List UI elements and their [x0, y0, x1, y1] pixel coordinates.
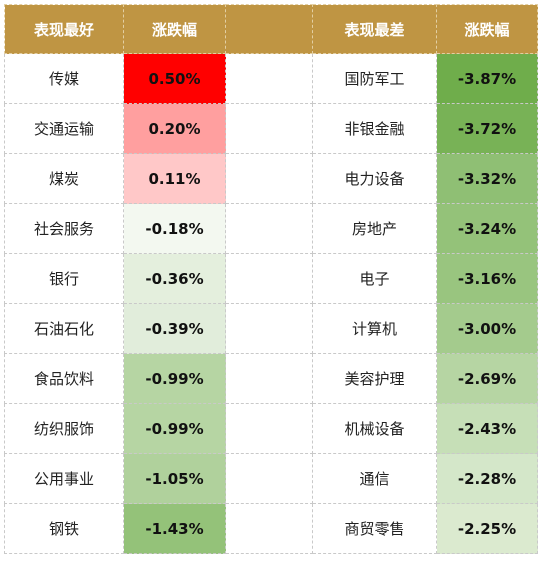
best-sector-name: 公用事业: [4, 453, 124, 504]
header-worst-name: 表现最差: [312, 4, 437, 54]
worst-sector-change: -2.69%: [436, 353, 538, 404]
best-sector-change: -0.18%: [123, 203, 226, 254]
spacer-cell: [225, 303, 313, 354]
best-sector-name: 银行: [4, 253, 124, 304]
table-row: 钢铁 -1.43% 商贸零售 -2.25%: [4, 503, 538, 554]
spacer-cell: [225, 53, 313, 104]
best-sector-name: 社会服务: [4, 203, 124, 254]
table-body: 传媒 0.50% 国防军工 -3.87% 交通运输 0.20% 非银金融 -3.72% 煤炭 0.…: [4, 53, 538, 554]
best-sector-name: 食品饮料: [4, 353, 124, 404]
header-worst-change: 涨跌幅: [436, 4, 538, 54]
worst-sector-name: 商贸零售: [312, 503, 437, 554]
table-row: 石油石化 -0.39% 计算机 -3.00%: [4, 303, 538, 354]
best-sector-name: 传媒: [4, 53, 124, 104]
best-sector-name: 钢铁: [4, 503, 124, 554]
best-sector-change: -0.39%: [123, 303, 226, 354]
worst-sector-name: 计算机: [312, 303, 437, 354]
spacer-cell: [225, 253, 313, 304]
worst-sector-name: 美容护理: [312, 353, 437, 404]
best-sector-change: -0.99%: [123, 353, 226, 404]
worst-sector-name: 机械设备: [312, 403, 437, 454]
best-sector-name: 煤炭: [4, 153, 124, 204]
table-header-row: 表现最好 涨跌幅 表现最差 涨跌幅: [4, 4, 538, 54]
header-best-change: 涨跌幅: [123, 4, 226, 54]
best-sector-change: -0.99%: [123, 403, 226, 454]
worst-sector-change: -2.25%: [436, 503, 538, 554]
worst-sector-name: 非银金融: [312, 103, 437, 154]
spacer-cell: [225, 203, 313, 254]
table-row: 公用事业 -1.05% 通信 -2.28%: [4, 453, 538, 504]
table-row: 传媒 0.50% 国防军工 -3.87%: [4, 53, 538, 104]
worst-sector-name: 电子: [312, 253, 437, 304]
worst-sector-change: -3.24%: [436, 203, 538, 254]
worst-sector-name: 电力设备: [312, 153, 437, 204]
worst-sector-change: -3.87%: [436, 53, 538, 104]
best-sector-change: 0.11%: [123, 153, 226, 204]
worst-sector-name: 国防军工: [312, 53, 437, 104]
spacer-cell: [225, 503, 313, 554]
table-row: 交通运输 0.20% 非银金融 -3.72%: [4, 103, 538, 154]
best-sector-change: 0.20%: [123, 103, 226, 154]
worst-sector-change: -3.32%: [436, 153, 538, 204]
best-sector-change: 0.50%: [123, 53, 226, 104]
header-spacer: [225, 4, 313, 54]
sector-performance-table: 表现最好 涨跌幅 表现最差 涨跌幅 传媒 0.50% 国防军工 -3.87% 交通运输 0…: [4, 4, 538, 554]
best-sector-change: -1.05%: [123, 453, 226, 504]
worst-sector-change: -2.43%: [436, 403, 538, 454]
best-sector-name: 交通运输: [4, 103, 124, 154]
table-row: 煤炭 0.11% 电力设备 -3.32%: [4, 153, 538, 204]
table-row: 纺织服饰 -0.99% 机械设备 -2.43%: [4, 403, 538, 454]
spacer-cell: [225, 453, 313, 504]
worst-sector-change: -3.16%: [436, 253, 538, 304]
header-best-name: 表现最好: [4, 4, 124, 54]
best-sector-name: 纺织服饰: [4, 403, 124, 454]
worst-sector-name: 通信: [312, 453, 437, 504]
best-sector-name: 石油石化: [4, 303, 124, 354]
table-row: 社会服务 -0.18% 房地产 -3.24%: [4, 203, 538, 254]
table-row: 银行 -0.36% 电子 -3.16%: [4, 253, 538, 304]
spacer-cell: [225, 153, 313, 204]
worst-sector-change: -3.00%: [436, 303, 538, 354]
best-sector-change: -0.36%: [123, 253, 226, 304]
spacer-cell: [225, 403, 313, 454]
spacer-cell: [225, 353, 313, 404]
worst-sector-change: -2.28%: [436, 453, 538, 504]
worst-sector-change: -3.72%: [436, 103, 538, 154]
table-row: 食品饮料 -0.99% 美容护理 -2.69%: [4, 353, 538, 404]
best-sector-change: -1.43%: [123, 503, 226, 554]
spacer-cell: [225, 103, 313, 154]
worst-sector-name: 房地产: [312, 203, 437, 254]
